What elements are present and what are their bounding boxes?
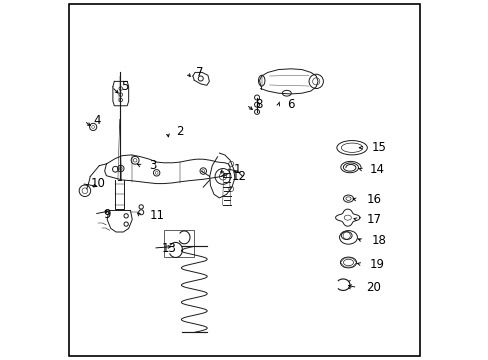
- Text: 8: 8: [255, 98, 262, 111]
- Text: 19: 19: [369, 258, 384, 271]
- Text: 17: 17: [366, 213, 381, 226]
- Text: 6: 6: [287, 98, 294, 111]
- Text: 15: 15: [371, 141, 386, 154]
- Text: 18: 18: [371, 234, 386, 247]
- Bar: [163, 230, 194, 257]
- Text: 1: 1: [233, 163, 241, 176]
- Text: 11: 11: [149, 210, 164, 222]
- Text: 2: 2: [176, 125, 183, 138]
- Text: 5: 5: [121, 80, 128, 93]
- Text: 14: 14: [369, 163, 384, 176]
- Text: 10: 10: [90, 177, 105, 190]
- Text: 4: 4: [93, 114, 101, 127]
- Text: 16: 16: [366, 193, 381, 206]
- Text: 12: 12: [231, 170, 246, 183]
- Text: 7: 7: [196, 66, 203, 79]
- Text: 9: 9: [102, 208, 110, 221]
- Text: 3: 3: [149, 159, 157, 172]
- Text: 20: 20: [366, 281, 381, 294]
- Text: 13: 13: [162, 242, 177, 255]
